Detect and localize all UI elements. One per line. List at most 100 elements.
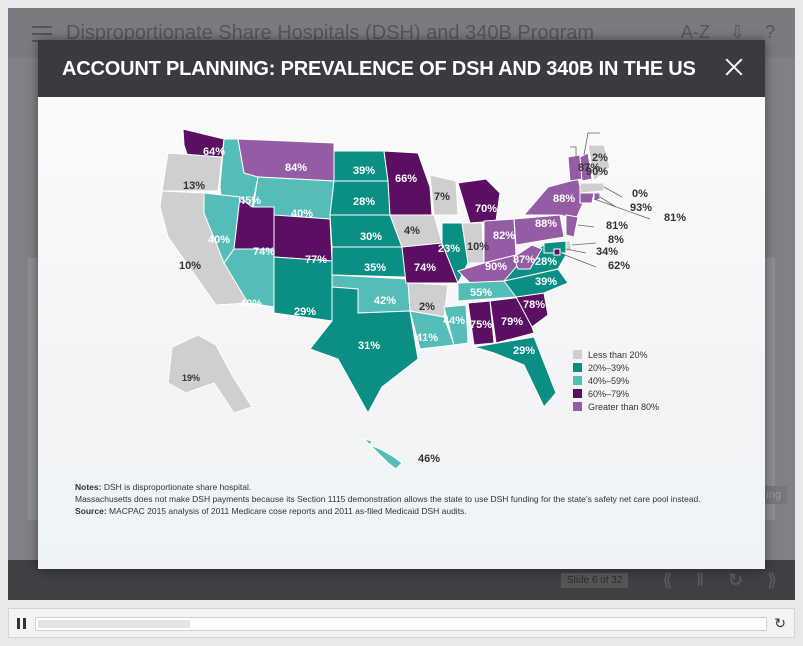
replay-icon[interactable]: ↻ — [774, 615, 786, 631]
state-label-mt: 84% — [285, 162, 307, 174]
state-label-oh: 82% — [493, 230, 515, 242]
state-label-ga: 79% — [501, 316, 523, 328]
legend-item: Greater than 80% — [573, 400, 659, 413]
state-dc — [553, 248, 561, 256]
background-title: Disproportionate Share Hospitals (DSH) a… — [66, 22, 595, 44]
state-label-sc: 78% — [523, 299, 545, 311]
map-modal: ACCOUNT PLANNING: PREVALENCE OF DSH AND … — [38, 40, 765, 569]
state-label-ma: 0% — [632, 188, 648, 200]
state-label-hi: 46% — [418, 453, 440, 465]
state-label-tn: 55% — [470, 287, 492, 299]
state-label-sd: 28% — [353, 196, 375, 208]
leader-line-nj — [577, 224, 595, 228]
state-label-ny: 88% — [553, 193, 575, 205]
state-label-md: 34% — [596, 246, 618, 258]
legend-item: 60%–79% — [573, 387, 659, 400]
state-nh — [579, 152, 593, 182]
state-al — [467, 300, 495, 346]
source-label: Source: — [75, 506, 107, 516]
rewind-icon[interactable]: ⟪ — [662, 569, 673, 590]
state-label-fl: 29% — [513, 345, 535, 357]
legend-label: 40%–59% — [588, 375, 630, 386]
legend-item: 20%–39% — [573, 361, 659, 374]
leader-line-nh — [583, 132, 600, 156]
help-icon[interactable]: ? — [764, 22, 775, 42]
state-label-al: 75% — [470, 319, 492, 331]
state-mi — [457, 178, 501, 224]
state-label-ks: 35% — [364, 262, 386, 274]
state-label-wy: 40% — [291, 208, 313, 220]
state-label-ri: 93% — [630, 202, 652, 214]
notes-text: DSH is disproportionate share hospital. — [101, 482, 252, 492]
modal-title: ACCOUNT PLANNING: PREVALENCE OF DSH AND … — [62, 58, 696, 80]
progress-fill — [38, 620, 191, 628]
modal-header: ACCOUNT PLANNING: PREVALENCE OF DSH AND … — [38, 40, 765, 97]
legend-label: 20%–39% — [588, 362, 630, 373]
state-label-wi: 7% — [434, 191, 450, 203]
state-label-nd: 39% — [353, 165, 375, 177]
state-label-co: 77% — [305, 254, 327, 266]
legend-label: Less than 20% — [588, 349, 648, 360]
download-icon[interactable]: ⇩ — [729, 22, 745, 42]
pause-icon[interactable] — [17, 618, 27, 629]
state-label-me: 2% — [592, 152, 608, 164]
legend-swatch — [573, 402, 582, 411]
us-map: 64% 13% 10% 45% 40% 84% 40% 74% 40% 77% 29% 39% 28% 3… — [159, 128, 686, 470]
notes-line-1: Notes: DSH is disproportionate share hos… — [75, 481, 701, 493]
progress-bar[interactable] — [35, 617, 767, 631]
state-label-ca: 10% — [179, 260, 201, 272]
state-label-wv: 87% — [513, 254, 535, 266]
state-ri — [593, 192, 601, 202]
modal-body: 64% 13% 10% 45% 40% 84% 40% 74% 40% 77% 29% 39% 28% 3… — [38, 97, 765, 569]
leader-line-de — [571, 242, 597, 246]
state-hi — [362, 438, 403, 470]
state-label-ky: 90% — [485, 261, 507, 273]
state-label-ia: 4% — [404, 225, 420, 237]
state-wi — [429, 174, 459, 216]
state-ms — [443, 304, 469, 346]
leader-line-ct — [593, 198, 651, 220]
sort-az-icon[interactable]: A-Z — [680, 22, 710, 42]
state-label-mn: 66% — [395, 173, 417, 185]
leader-line-ma — [603, 186, 623, 198]
legend-swatch — [573, 376, 582, 385]
legend-label: Greater than 80% — [588, 401, 660, 412]
replay-icon[interactable]: ↻ — [727, 569, 743, 590]
state-or — [161, 152, 223, 192]
state-tx — [309, 286, 419, 415]
state-label-ak: 19% — [182, 373, 200, 383]
legend-label: 60%–79% — [588, 388, 630, 399]
state-label-or: 13% — [183, 180, 205, 192]
legend-item: 40%–59% — [573, 374, 659, 387]
state-label-ut: 74% — [253, 246, 275, 258]
source-line: Source: MACPAC 2015 analysis of 2011 Med… — [75, 505, 701, 517]
state-ak — [167, 334, 253, 414]
close-icon[interactable] — [723, 56, 745, 78]
leader-line-ri — [599, 196, 617, 208]
state-label-nc: 39% — [535, 276, 557, 288]
legend-swatch — [573, 350, 582, 359]
legend-swatch — [573, 389, 582, 398]
pause-icon[interactable]: ‖ — [696, 569, 704, 590]
forward-icon[interactable]: ⟫ — [766, 569, 777, 590]
state-wv — [513, 244, 543, 270]
legend-swatch — [573, 363, 582, 372]
map-legend: Less than 20% 20%–39% 40%–59% 60%–79% Greate… — [573, 348, 659, 413]
state-label-tx: 31% — [358, 340, 380, 352]
background-side-button[interactable]: ing — [760, 486, 787, 504]
state-label-wa: 64% — [203, 146, 225, 158]
state-nj — [565, 214, 579, 238]
state-label-nm: 29% — [294, 306, 316, 318]
state-ct — [579, 192, 595, 204]
notes-label: Notes: — [75, 482, 102, 492]
state-pa — [513, 214, 565, 246]
state-label-va: 28% — [535, 256, 557, 268]
leader-line-dc — [559, 252, 597, 268]
state-az — [223, 248, 275, 308]
state-label-mo: 74% — [414, 262, 436, 274]
state-label-pa: 88% — [535, 218, 557, 230]
state-label-dc: 62% — [608, 260, 630, 272]
state-label-nv: 40% — [208, 234, 230, 246]
leader-line-vt — [570, 146, 577, 159]
state-label-vt: 87% — [578, 162, 600, 174]
